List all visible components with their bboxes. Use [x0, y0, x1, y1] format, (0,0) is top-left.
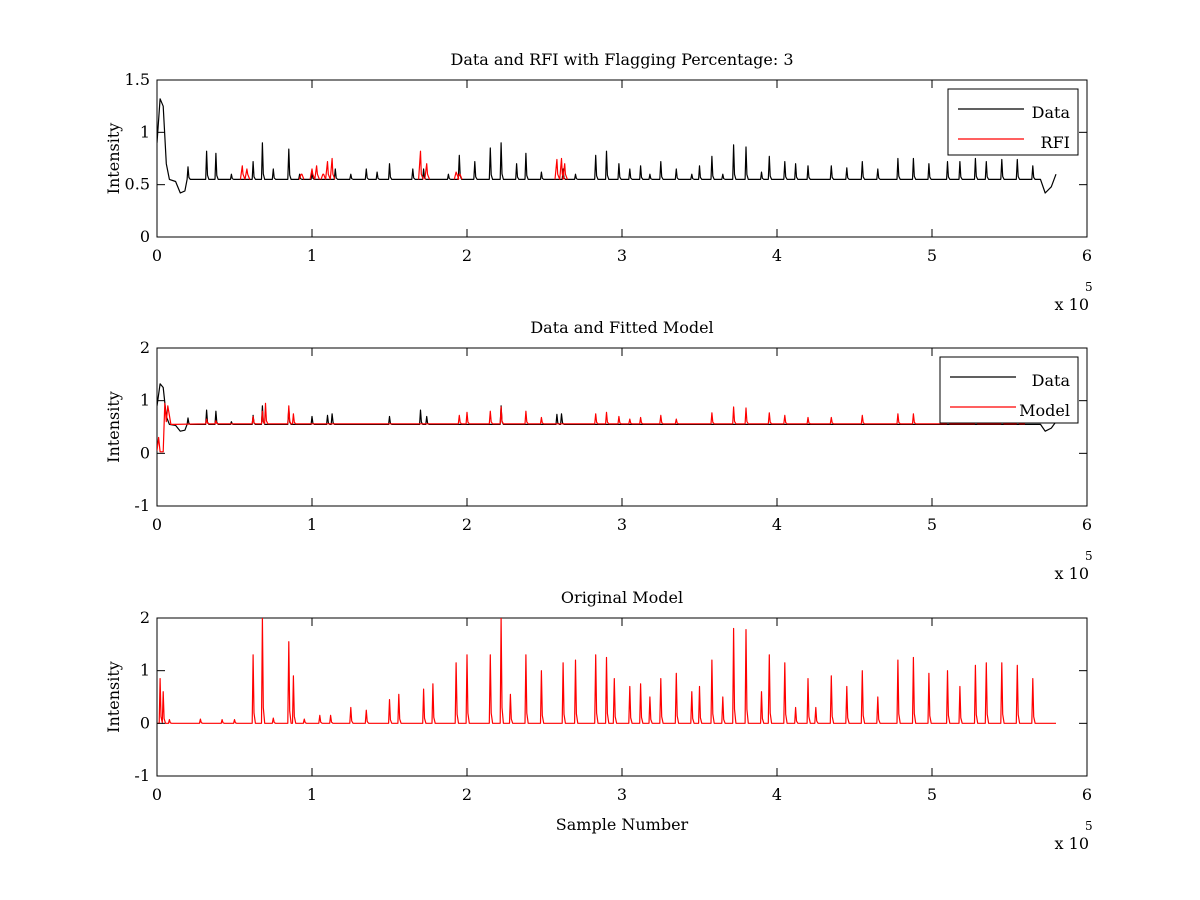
- x-tick-label: 3: [617, 246, 627, 265]
- legend-label-rfi: RFI: [1041, 133, 1070, 152]
- legend-label-data: Data: [1032, 371, 1071, 390]
- legend: Data RFI: [947, 88, 1079, 156]
- plot-area: [157, 618, 1056, 724]
- plot-area: [157, 383, 1057, 453]
- x-exponent-power: 5: [1085, 280, 1093, 294]
- x-exponent-label: x 10: [1055, 564, 1089, 583]
- axes-box: [156, 79, 1088, 238]
- legend-box: [947, 88, 1079, 156]
- chart-title: Data and RFI with Flagging Percentage: 3: [450, 50, 793, 69]
- y-tick-label: 1.5: [125, 70, 150, 89]
- x-tick-label: 1: [307, 785, 317, 804]
- legend-label-model: Model: [1019, 401, 1070, 420]
- y-tick-label: 1: [140, 122, 150, 141]
- y-tick-label: 2: [140, 338, 150, 357]
- x-tick-label: 6: [1082, 246, 1092, 265]
- x-exponent-power: 5: [1085, 549, 1093, 563]
- y-tick-label: 0: [140, 227, 150, 246]
- axes-box: [156, 347, 1088, 507]
- series-line-model: [157, 402, 1025, 453]
- x-tick-label: 0: [152, 246, 162, 265]
- x-exponent-power: 5: [1085, 819, 1093, 833]
- plot-area: [157, 98, 1057, 194]
- x-tick-label: 5: [927, 515, 937, 534]
- y-tick-label: -1: [134, 496, 150, 515]
- legend: Data Model: [939, 356, 1079, 424]
- x-exponent-label: x 10: [1055, 834, 1089, 853]
- x-tick-label: 4: [772, 515, 782, 534]
- x-axis-label: Sample Number: [556, 815, 689, 834]
- legend-label-data: Data: [1032, 103, 1071, 122]
- y-axis-label: Intensity: [104, 391, 123, 463]
- series-line-rfi: [239, 150, 568, 180]
- y-axis-label: Intensity: [104, 661, 123, 733]
- x-tick-label: 4: [772, 246, 782, 265]
- series-line-model: [157, 618, 1056, 724]
- y-tick-label: -1: [134, 766, 150, 785]
- x-tick-label: 2: [462, 785, 472, 804]
- x-tick-label: 5: [927, 246, 937, 265]
- x-tick-label: 6: [1082, 785, 1092, 804]
- x-tick-label: 2: [462, 515, 472, 534]
- x-tick-label: 0: [152, 515, 162, 534]
- y-tick-label: 0.5: [125, 175, 150, 194]
- x-tick-label: 4: [772, 785, 782, 804]
- x-tick-label: 2: [462, 246, 472, 265]
- x-tick-label: 1: [307, 246, 317, 265]
- y-tick-label: 1: [140, 391, 150, 410]
- y-tick-label: 0: [140, 443, 150, 462]
- y-tick-label: 2: [140, 608, 150, 627]
- x-tick-label: 6: [1082, 515, 1092, 534]
- y-tick-label: 1: [140, 661, 150, 680]
- chart-title: Original Model: [561, 588, 683, 607]
- x-tick-label: 5: [927, 785, 937, 804]
- x-tick-label: 3: [617, 785, 627, 804]
- y-tick-label: 0: [140, 713, 150, 732]
- x-tick-label: 1: [307, 515, 317, 534]
- y-axis-label: Intensity: [104, 123, 123, 195]
- axes-box: [156, 617, 1088, 777]
- series-line-data: [157, 98, 1057, 194]
- x-exponent-label: x 10: [1055, 295, 1089, 314]
- x-tick-label: 0: [152, 785, 162, 804]
- chart-title: Data and Fitted Model: [530, 318, 713, 337]
- legend-box: [939, 356, 1079, 424]
- x-tick-label: 3: [617, 515, 627, 534]
